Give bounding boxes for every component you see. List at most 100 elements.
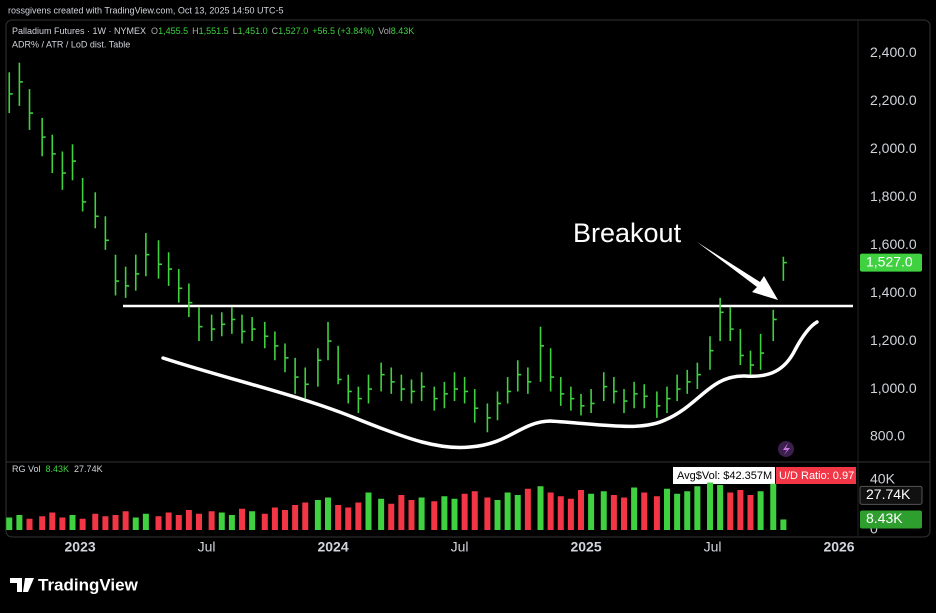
- volume-tag: [859, 485, 923, 505]
- volume-bar: [418, 497, 425, 530]
- volume-bar: [398, 495, 405, 530]
- cup-curve: [161, 320, 819, 450]
- x-tick-label: Jul: [704, 539, 722, 555]
- volume-bar: [155, 516, 162, 530]
- volume-bar: [102, 516, 109, 530]
- volume-bar: [431, 501, 438, 530]
- volume-bar: [165, 512, 172, 530]
- volume-bar: [195, 513, 202, 530]
- indicator: ADR% / ATR / LoD dist. Table: [12, 39, 130, 49]
- volume-bar: [122, 511, 129, 530]
- ohlc-value: 1,551.5: [199, 26, 229, 36]
- volume-bar: [345, 507, 352, 530]
- volume-bar: [175, 515, 182, 530]
- volume-bar: [26, 518, 33, 530]
- volume-bar: [228, 515, 235, 530]
- logo-icon: [10, 578, 34, 592]
- volume-bar: [208, 511, 215, 530]
- alert-bolt: [783, 443, 790, 455]
- volume-bar: [461, 493, 468, 530]
- volume-label: Vol: [378, 26, 391, 36]
- volume-bar: [780, 519, 787, 530]
- volume-tag-label: 8.43K: [866, 510, 903, 526]
- volume-bar: [547, 492, 554, 530]
- y-tick-label: 800.0: [870, 428, 905, 444]
- volume-bar: [537, 486, 544, 530]
- volume-bar: [557, 496, 564, 530]
- volume-bar: [451, 498, 458, 530]
- volume-bar: [185, 510, 192, 530]
- volume-bar: [664, 488, 671, 530]
- volume-bar: [408, 500, 415, 530]
- volume-name: RG Vol: [12, 464, 41, 474]
- annotation: Breakout: [573, 218, 682, 248]
- ohlc-value: 1,455.5: [158, 26, 188, 36]
- x-tick-label: 2023: [65, 539, 96, 555]
- volume-bar: [770, 483, 777, 530]
- volume-bar: [142, 513, 149, 530]
- volume-bar: [302, 502, 309, 530]
- volume-bar: [335, 505, 342, 530]
- symbol-name: Palladium Futures · 1W · NYMEX: [12, 26, 146, 36]
- volume-bar: [218, 512, 225, 530]
- ohlc-label: O: [151, 26, 158, 36]
- stat-box: [776, 467, 856, 484]
- x-tick-label: 2026: [823, 539, 854, 555]
- volume-bar: [600, 491, 607, 530]
- volume-bar: [59, 517, 66, 530]
- volume-bar: [314, 500, 321, 530]
- x-tick-label: Jul: [451, 539, 469, 555]
- volume-bar: [261, 513, 268, 530]
- y-tick-label: 2,400.0: [870, 44, 917, 60]
- volume-bar: [674, 493, 681, 530]
- volume-value: 8.43K: [391, 26, 415, 36]
- volume-bar: [112, 515, 119, 530]
- y-tick-label: 1,200.0: [870, 332, 917, 348]
- volume-bar: [588, 493, 595, 530]
- volume-bar: [471, 491, 478, 530]
- volume-bar: [355, 502, 362, 530]
- frame: [5, 19, 931, 538]
- last-price-tag: [860, 253, 922, 272]
- change: +56.5 (+3.84%): [312, 26, 374, 36]
- volume-bar: [641, 492, 648, 530]
- ohlc-label: H: [192, 26, 199, 36]
- arrow: [697, 242, 778, 300]
- volume-bar: [271, 507, 278, 530]
- stat-avg-vol: Avg$Vol: $42.357M: [677, 470, 772, 482]
- ohlc-label: L: [233, 26, 238, 36]
- stat-ud-ratio: U/D Ratio: 0.97: [779, 470, 854, 482]
- volume-bar: [717, 485, 724, 530]
- volume-bar: [653, 496, 660, 530]
- volume-bar: [16, 515, 23, 530]
- volume-bar: [747, 495, 754, 530]
- volume-bar: [631, 487, 638, 530]
- volume-bar: [79, 518, 86, 530]
- volume-bar: [694, 486, 701, 530]
- volume-bar: [378, 498, 385, 530]
- y-tick-label: 2,200.0: [870, 92, 917, 108]
- ohlc-value: 1,527.0: [278, 26, 308, 36]
- volume-bar: [610, 495, 617, 530]
- volume-bar: [325, 497, 332, 530]
- volume-bar: [684, 491, 691, 530]
- volume-bar: [494, 500, 501, 530]
- volume-bar: [727, 492, 734, 530]
- volume-bar: [365, 492, 372, 530]
- volume-bar: [292, 505, 299, 530]
- volume-bar: [239, 508, 246, 530]
- volume-tag-label: 27.74K: [866, 486, 911, 502]
- volume-bar: [524, 488, 531, 530]
- ohlc-label: C: [272, 26, 279, 36]
- volume-bar: [707, 482, 714, 530]
- volume-bar: [39, 516, 46, 530]
- volume-bar: [132, 517, 139, 530]
- x-tick-label: 2025: [570, 539, 601, 555]
- volume-tick-label: 40K: [870, 471, 896, 487]
- y-tick-label: 1,600.0: [870, 236, 917, 252]
- volume-average: 27.74K: [74, 464, 103, 474]
- x-tick-label: 2024: [317, 539, 348, 555]
